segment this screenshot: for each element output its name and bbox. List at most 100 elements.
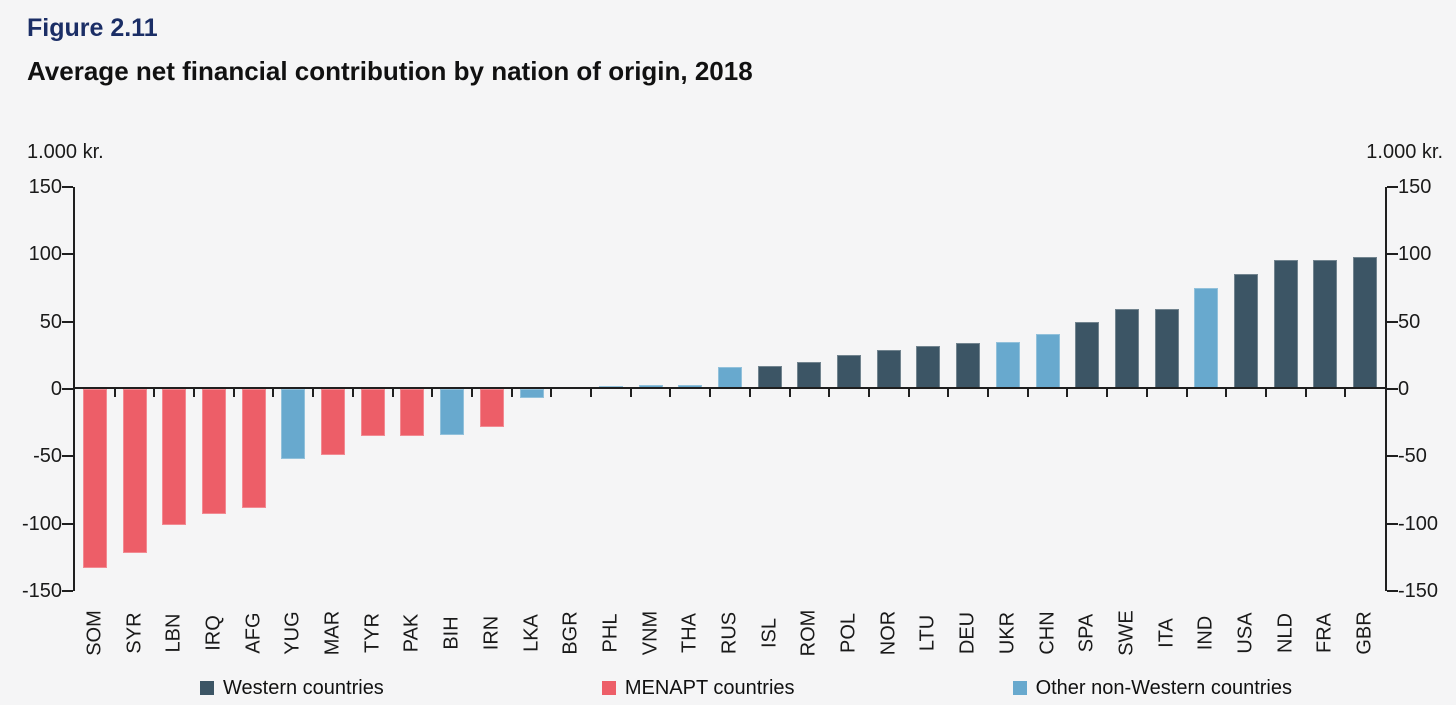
y-tick-label-left: -150	[21, 580, 62, 602]
y-tick-right	[1387, 388, 1398, 390]
y-tick-label-left: 0	[50, 378, 62, 400]
y-tick-right	[1387, 455, 1398, 457]
bar-ROM	[797, 362, 821, 389]
legend-label: MENAPT countries	[624, 676, 795, 699]
x-axis-label-ROM: ROM	[797, 609, 820, 657]
y-tick-left	[62, 523, 73, 525]
x-axis-tick	[987, 389, 989, 397]
x-axis-tick	[1027, 389, 1029, 397]
x-axis-tick	[868, 389, 870, 397]
x-axis-tick	[828, 389, 830, 397]
x-axis-tick	[1305, 389, 1307, 397]
x-axis-label-IRN: IRN	[480, 615, 503, 651]
bar-CHN	[1036, 334, 1060, 389]
bar-BIH	[440, 389, 464, 435]
x-axis-label-TYR: TYR	[361, 613, 384, 653]
x-axis-label-CHN: CHN	[1036, 611, 1059, 655]
y-tick-label-left: 100	[28, 243, 62, 265]
y-tick-label-left: 150	[28, 176, 62, 198]
bar-MAR	[321, 389, 345, 455]
x-axis-label-LTU: LTU	[916, 614, 939, 652]
legend-item-western: Western countries	[200, 677, 384, 700]
y-tick-label-right: -100	[1398, 513, 1439, 535]
bar-NLD	[1274, 260, 1298, 389]
y-axis-left	[73, 187, 75, 591]
x-axis-tick	[590, 389, 592, 397]
x-axis-label-FRA: FRA	[1313, 613, 1336, 653]
y-tick-left	[62, 321, 73, 323]
x-axis-label-YUG: YUG	[281, 611, 304, 655]
y-tick-left	[62, 455, 73, 457]
x-axis-tick	[471, 389, 473, 397]
legend-label: Other non-Western countries	[1035, 676, 1292, 699]
x-axis-label-AFG: AFG	[242, 612, 265, 654]
x-axis-label-LKA: LKA	[520, 614, 543, 652]
bar-IRQ	[202, 389, 226, 514]
x-axis-label-SOM: SOM	[83, 610, 106, 656]
bar-IND	[1194, 288, 1218, 389]
y-tick-left	[62, 253, 73, 255]
bar-SPA	[1075, 322, 1099, 389]
y-tick-label-right: -150	[1398, 580, 1439, 602]
bar-GBR	[1353, 257, 1377, 389]
x-axis-label-VNM: VNM	[639, 610, 662, 656]
y-tick-right	[1387, 186, 1398, 188]
figure-number: Figure 2.11	[27, 14, 158, 42]
x-axis-label-IND: IND	[1194, 615, 1217, 651]
x-axis-tick	[1225, 389, 1227, 397]
x-axis-label-RUS: RUS	[718, 611, 741, 655]
x-axis-tick	[630, 389, 632, 397]
bar-YUG	[281, 389, 305, 459]
y-tick-label-left: 50	[39, 311, 62, 333]
bar-SYR	[123, 389, 147, 553]
x-axis-tick	[908, 389, 910, 397]
x-axis-label-SWE: SWE	[1115, 610, 1138, 656]
y-tick-left	[62, 590, 73, 592]
bar-NOR	[877, 350, 901, 389]
bar-FRA	[1313, 260, 1337, 389]
y-tick-label-left: -50	[33, 445, 62, 467]
legend-swatch-icon	[601, 681, 616, 695]
bar-LBN	[162, 389, 186, 525]
x-axis-label-UKR: UKR	[996, 611, 1019, 655]
bar-POL	[837, 355, 861, 389]
x-axis-label-PAK: PAK	[400, 613, 423, 653]
x-axis-zero-line	[75, 387, 1387, 389]
bar-ISL	[758, 366, 782, 389]
y-tick-left	[62, 186, 73, 188]
bar-UKR	[996, 342, 1020, 389]
bar-DEU	[956, 343, 980, 389]
x-axis-label-BIH: BIH	[440, 616, 463, 650]
y-axis-right	[1385, 187, 1387, 591]
legend-swatch-icon	[1012, 681, 1027, 695]
bar-RUS	[718, 367, 742, 389]
x-axis-label-NLD: NLD	[1274, 612, 1297, 654]
x-axis-label-USA: USA	[1234, 612, 1257, 654]
y-tick-right	[1387, 321, 1398, 323]
y-axis-unit-right: 1.000 kr.	[1366, 141, 1443, 163]
x-axis-label-POL: POL	[837, 612, 860, 654]
x-axis-tick	[789, 389, 791, 397]
y-tick-label-right: 0	[1398, 378, 1410, 400]
x-axis-label-ISL: ISL	[758, 617, 781, 649]
x-axis-tick	[511, 389, 513, 397]
x-axis-tick	[193, 389, 195, 397]
y-tick-label-left: -100	[21, 513, 62, 535]
x-axis-tick	[352, 389, 354, 397]
x-axis-tick	[114, 389, 116, 397]
legend-swatch-icon	[200, 681, 214, 695]
x-axis-label-DEU: DEU	[956, 611, 979, 655]
bar-SOM	[83, 389, 107, 568]
y-tick-left	[62, 388, 73, 390]
legend-item-menapt: MENAPT countries	[601, 676, 795, 700]
bar-USA	[1234, 274, 1258, 389]
x-axis-tick	[1146, 389, 1148, 397]
bar-IRN	[480, 389, 504, 427]
bar-SWE	[1115, 309, 1139, 389]
x-axis-tick	[749, 389, 751, 397]
x-axis-label-BGR: BGR	[559, 611, 582, 655]
y-tick-label-right: 150	[1398, 176, 1432, 198]
x-axis-label-IRQ: IRQ	[202, 615, 225, 651]
y-tick-label-right: 50	[1398, 311, 1421, 333]
bar-TYR	[361, 389, 385, 436]
